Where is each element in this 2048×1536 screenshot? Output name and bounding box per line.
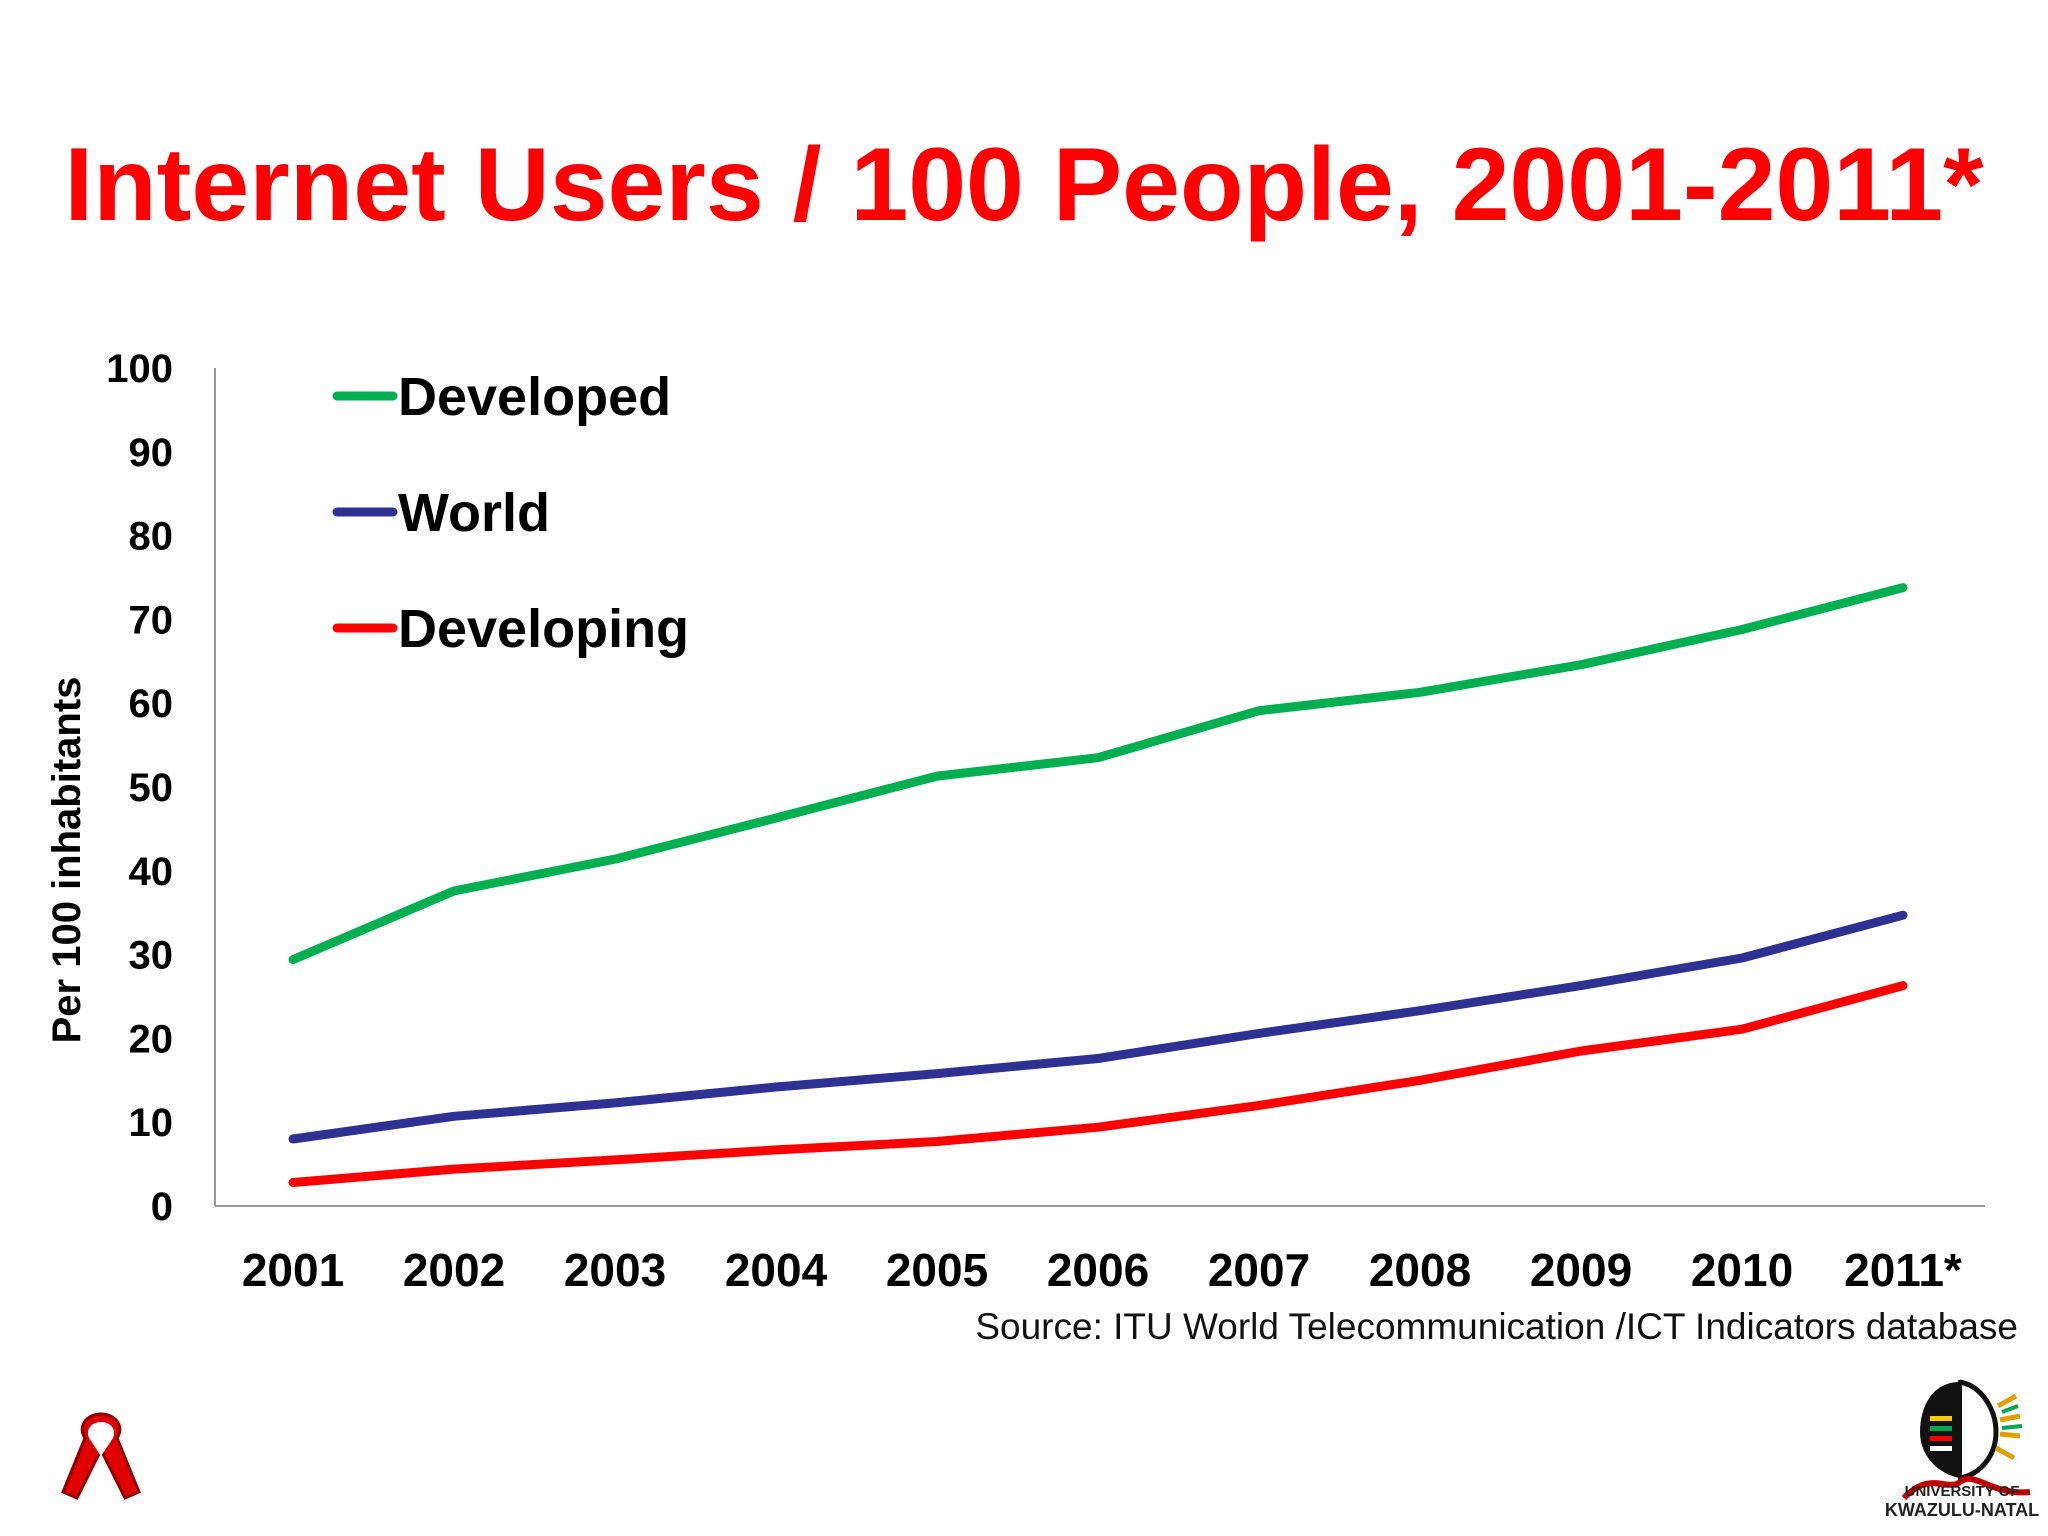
series-line-world	[288, 910, 1908, 1144]
y-tick-label: 0	[151, 1185, 173, 1229]
legend-label-developing: Developing	[398, 599, 689, 659]
y-tick-label: 10	[129, 1101, 174, 1145]
y-tick-label: 100	[106, 347, 173, 391]
x-tick-label: 2003	[564, 1244, 666, 1296]
x-tick-label: 2006	[1047, 1244, 1149, 1296]
series-lines	[288, 583, 1908, 1187]
y-tick-label: 50	[129, 766, 174, 810]
x-tick-label: 2004	[725, 1244, 828, 1296]
x-tick-label: 2001	[242, 1244, 344, 1296]
legend-label-developed: Developed	[398, 367, 671, 427]
x-tick-label: 2007	[1208, 1244, 1310, 1296]
x-tick-label: 2011*	[1844, 1244, 1962, 1296]
university-logo: UNIVERSITY OF KWAZULU-NATAL	[1885, 1379, 2039, 1520]
x-tick-label: 2005	[886, 1244, 988, 1296]
university-name-line1: UNIVERSITY OF	[1905, 1483, 2020, 1500]
y-tick-label: 60	[129, 682, 174, 726]
source-note: Source: ITU World Telecommunication /ICT…	[975, 1306, 2018, 1347]
slide-title: Internet Users / 100 People, 2001-2011*	[64, 127, 1984, 243]
series-line-developing	[288, 981, 1908, 1187]
y-tick-label: 90	[129, 431, 174, 475]
x-tick-label: 2009	[1530, 1244, 1632, 1296]
university-name-line2: KWAZULU-NATAL	[1885, 1500, 2039, 1520]
x-tick-label: 2002	[403, 1244, 505, 1296]
legend: Developed World Developing	[332, 367, 689, 659]
y-tick-label: 20	[129, 1017, 174, 1061]
legend-label-world: World	[398, 483, 550, 543]
y-tick-label: 80	[129, 515, 174, 559]
y-tick-label: 70	[129, 598, 174, 642]
series-line-developed	[288, 583, 1908, 965]
chart-axes	[214, 368, 1985, 1207]
y-axis-ticks: 0 10 20 30 40 50 60 70 80 90 100	[106, 347, 173, 1229]
red-ribbon-icon	[61, 1412, 141, 1500]
x-tick-label: 2010	[1691, 1244, 1793, 1296]
y-tick-label: 30	[129, 934, 174, 978]
y-axis-label: Per 100 inhabitants	[45, 677, 89, 1044]
y-tick-label: 40	[129, 850, 174, 894]
x-tick-label: 2008	[1369, 1244, 1471, 1296]
x-axis-ticks: 2001 2002 2003 2004 2005 2006 2007 2008 2009 2010…	[242, 1244, 1962, 1296]
